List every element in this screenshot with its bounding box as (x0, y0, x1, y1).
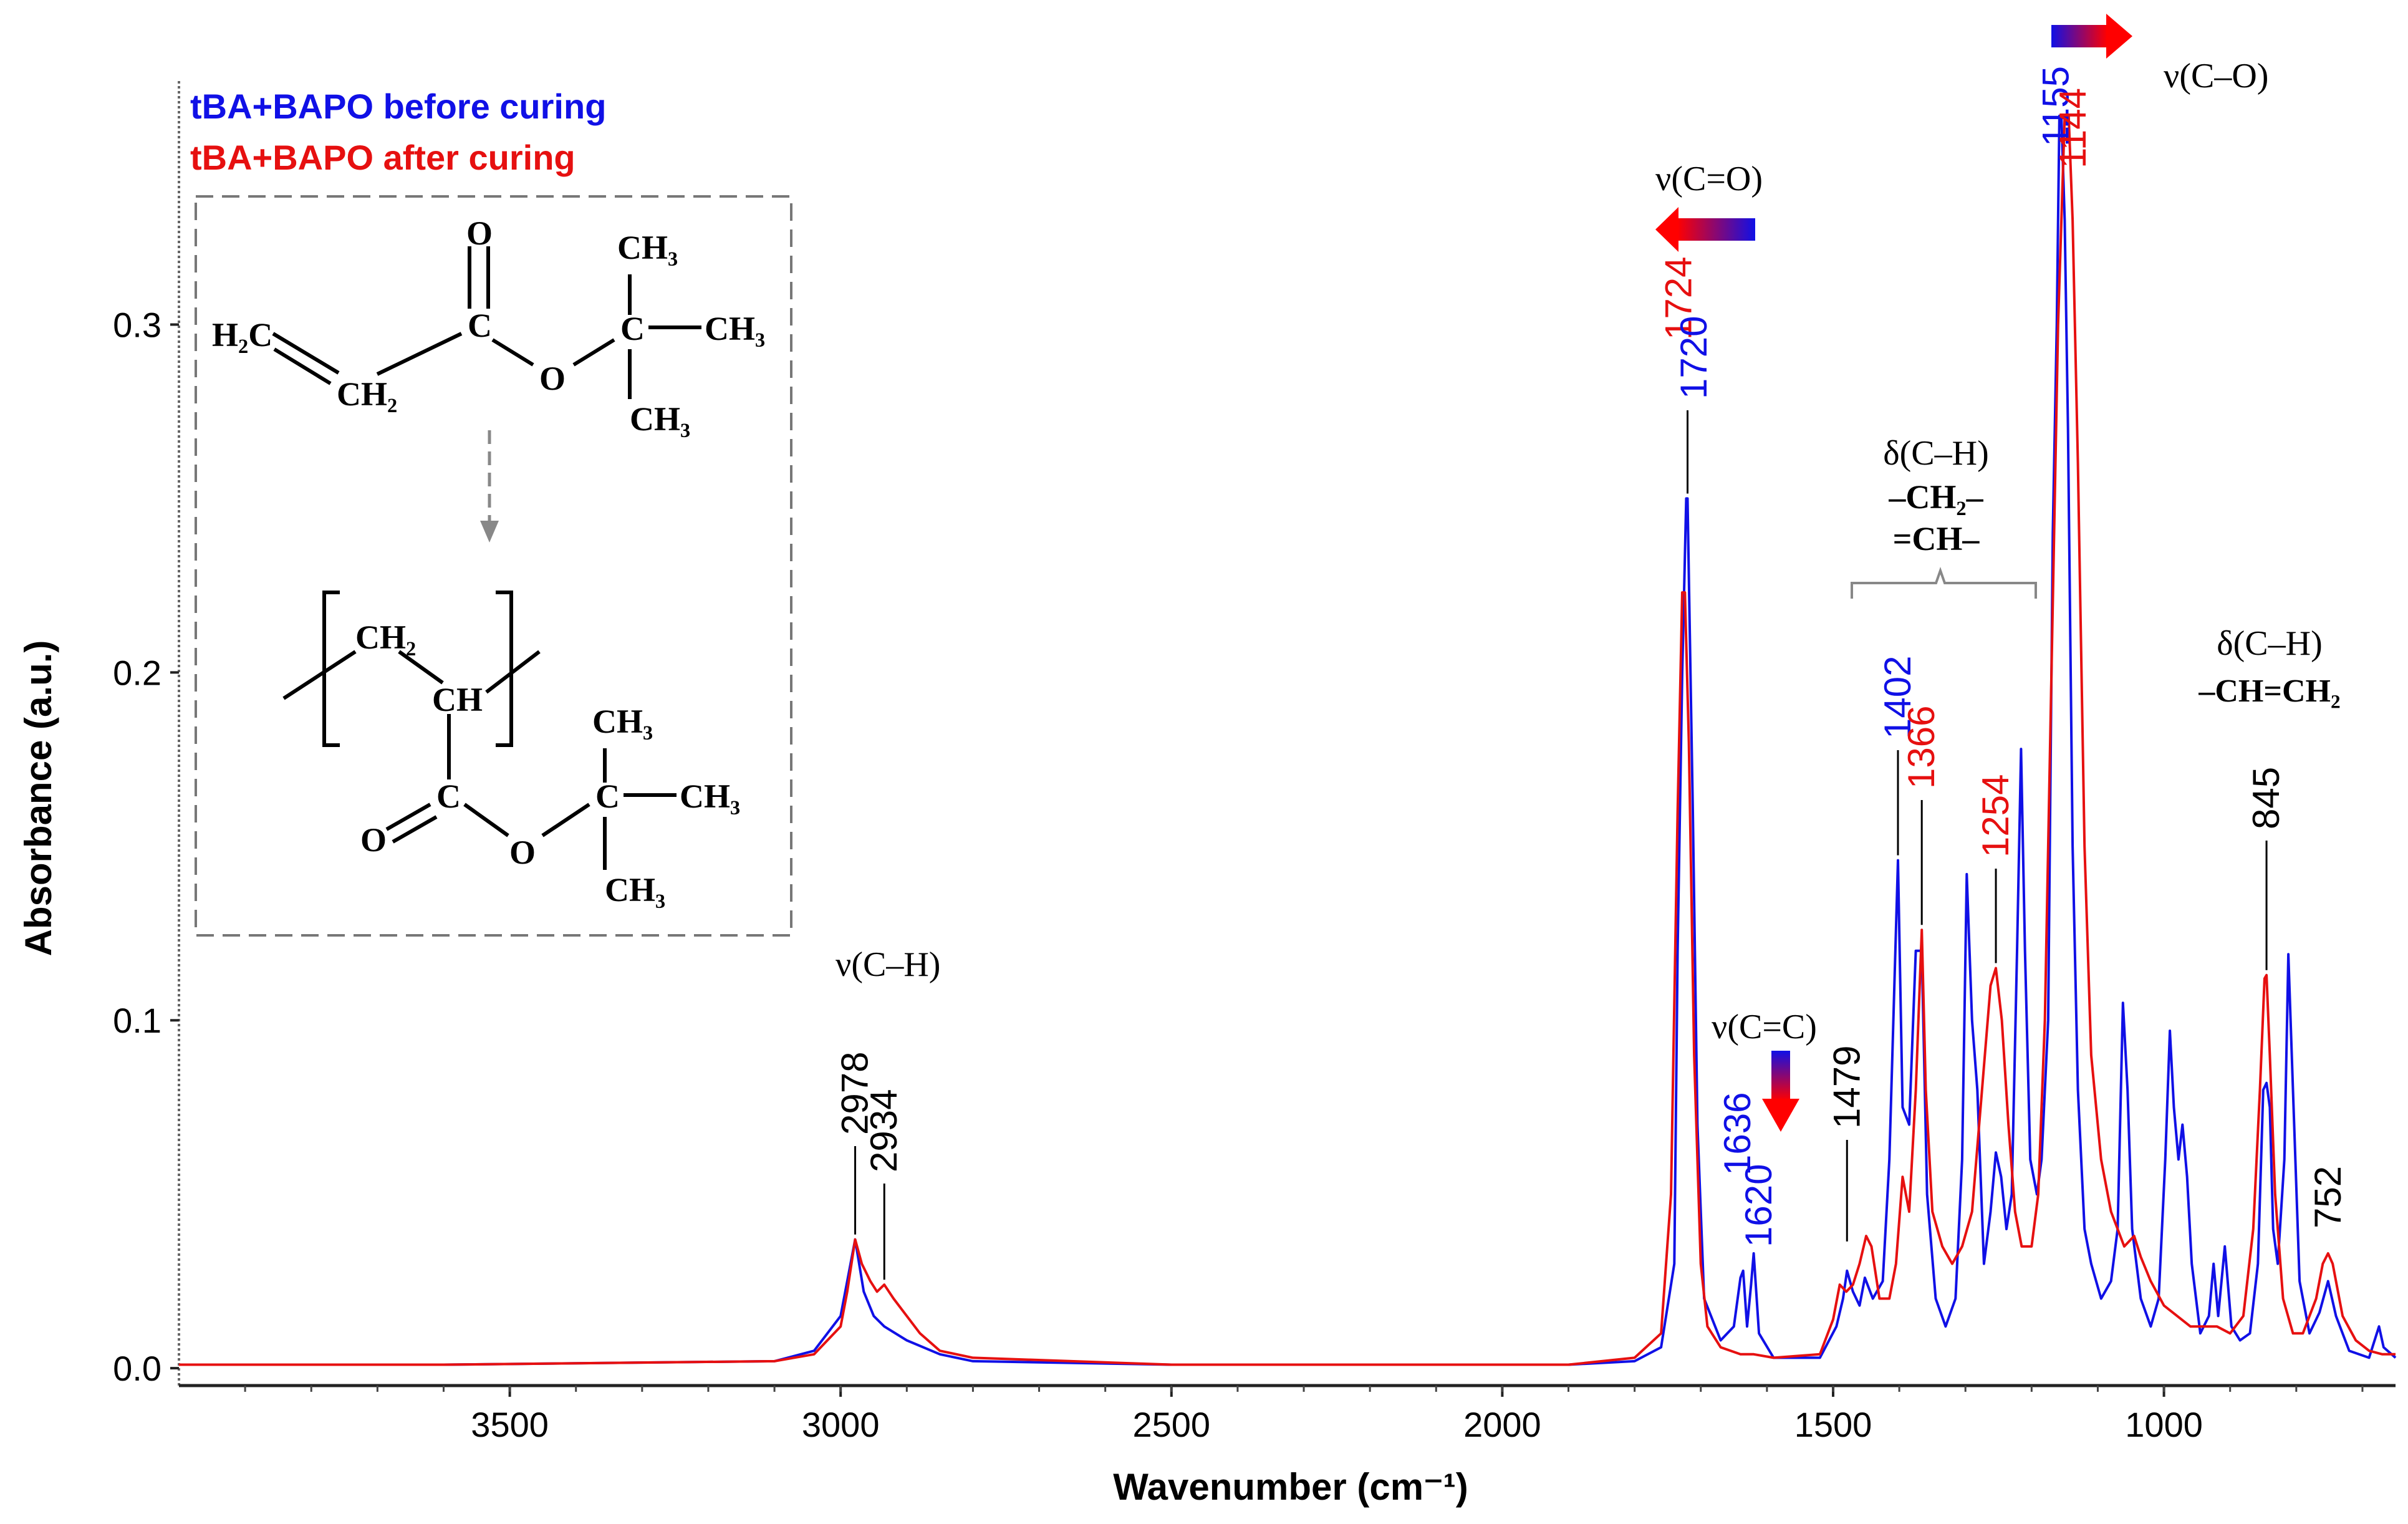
annotation-nu-c-o: ν(C–O) (2164, 57, 2268, 95)
monomer-ch3-bottom: CH₃ (630, 400, 690, 438)
arrow-c-o-body (2051, 25, 2107, 47)
peak-label-1724: 1724 (1658, 257, 1700, 340)
chemical-structure-inset: H₂C CH₂ C O O C CH₃ CH₃ CH₃ CH₂ CH (195, 195, 792, 937)
annotation-delta-ch-line1: –CH₂– (1888, 478, 1983, 516)
peak-label-752: 752 (2307, 1166, 2349, 1228)
peak-label-845: 845 (2245, 767, 2287, 829)
y-tick-label: 0.2 (113, 653, 161, 692)
peak-label-1144: 1144 (2052, 88, 2094, 168)
series-after-curing (179, 114, 2396, 1366)
polymer-ch3-bottom: CH₃ (605, 871, 665, 909)
annotation-delta-ch-title: δ(C–H) (1883, 434, 1988, 473)
peak-label-1155: 1155 (2035, 66, 2077, 147)
peak-label-1254: 1254 (1975, 774, 2016, 857)
annotation-nu-c-double-o: ν(C=O) (1655, 160, 1763, 198)
annotation-delta-vinyl-line1: –CH=CH₂ (2198, 673, 2340, 709)
reaction-arrowhead (480, 521, 499, 543)
y-tick-label: 0.0 (113, 1349, 161, 1388)
x-tick-label: 3500 (471, 1405, 549, 1444)
inset-border (195, 195, 792, 937)
peak-label-1620: 1620 (1738, 1164, 1780, 1247)
annotation-delta-ch-line2: =CH– (1893, 520, 1980, 557)
x-axis-ticks: 3500 3000 2500 2000 1500 1000 (244, 1386, 2364, 1444)
annotation-delta-ch-bracket (1851, 566, 2037, 599)
x-tick-label: 2500 (1133, 1405, 1211, 1444)
x-axis-label: Wavenumber (cm⁻¹) (1113, 1466, 1468, 1508)
polymer-bonds (282, 591, 677, 870)
peak-label-1720: 1720 (1673, 316, 1715, 399)
arrow-c-double-o-head (1655, 207, 1678, 252)
series-before-curing (179, 114, 2397, 1366)
polymer-ch2: CH₂ (355, 619, 416, 656)
peak-label-1636: 1636 (1717, 1092, 1758, 1175)
polymer-carbonyl-c: C (436, 778, 461, 815)
monomer-ch3-top: CH₃ (617, 229, 678, 266)
y-tick-label: 0.1 (113, 1001, 161, 1040)
polymer-ch3-top: CH₃ (592, 703, 653, 740)
x-tick-label: 2000 (1463, 1405, 1541, 1444)
y-axis-ticks: 0.0 0.1 0.2 0.3 (113, 306, 179, 1388)
y-tick-label: 0.3 (113, 306, 161, 345)
monomer-carbonyl-o: O (466, 215, 493, 252)
annotation-nu-ch: ν(C–H) (836, 945, 940, 984)
arrow-c-double-c-head (1762, 1099, 1799, 1132)
series-layer (179, 114, 2397, 1366)
x-tick-label: 1500 (1794, 1405, 1872, 1444)
annotation-delta-vinyl-title: δ(C–H) (2217, 624, 2322, 663)
monomer-h2c: H₂C (212, 316, 272, 354)
arrow-c-double-o-body (1677, 218, 1755, 241)
polymer-ch3-right: CH₃ (680, 778, 740, 815)
peak-label-2934: 2934 (863, 1089, 905, 1172)
polymer-quat-c: C (595, 778, 620, 815)
legend-after-curing: tBA+BAPO after curing (190, 138, 576, 177)
polymer-ch: CH (432, 681, 483, 718)
peak-label-1366: 1366 (1900, 706, 1942, 789)
x-tick-label: 3000 (802, 1405, 880, 1444)
monomer-quat-c: C (620, 310, 645, 347)
monomer-carbonyl-c: C (468, 307, 492, 344)
monomer-bonds (272, 246, 701, 399)
y-axis-label: Absorbance (a.u.) (17, 640, 59, 957)
annotation-nu-c-double-c: ν(C=C) (1712, 1008, 1817, 1046)
monomer-ch3-right: CH₃ (705, 310, 765, 347)
peak-label-1402: 1402 (1877, 656, 1919, 739)
polymer-ester-o: O (509, 834, 536, 871)
peak-label-1479: 1479 (1826, 1046, 1867, 1129)
legend-before-curing: tBA+BAPO before curing (190, 87, 606, 126)
peak-label-2978: 2978 (834, 1052, 876, 1135)
monomer-ch2: CH₂ (337, 375, 397, 413)
x-tick-label: 1000 (2125, 1405, 2203, 1444)
arrow-c-o-head (2106, 14, 2132, 59)
polymer-carbonyl-o: O (360, 821, 387, 859)
monomer-ester-o: O (539, 360, 566, 397)
arrow-c-double-c-body (1771, 1051, 1790, 1101)
